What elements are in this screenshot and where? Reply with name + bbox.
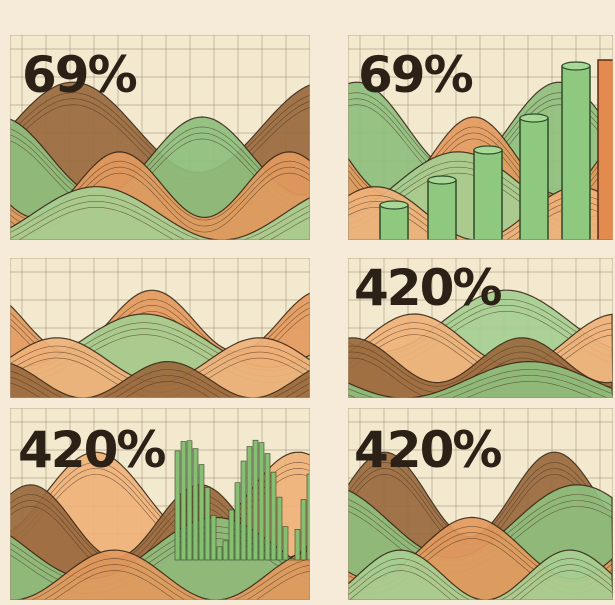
spike — [216, 546, 223, 561]
bar-top — [427, 175, 457, 185]
spike — [246, 446, 253, 561]
panel — [348, 408, 613, 600]
panel — [10, 35, 310, 240]
headline: 420% — [354, 259, 501, 317]
spike — [294, 529, 301, 561]
spike — [300, 499, 307, 561]
spike — [174, 450, 181, 561]
spike — [192, 448, 199, 561]
wave-line — [348, 570, 613, 600]
wave-line — [10, 195, 310, 240]
spike — [204, 487, 211, 561]
panels — [10, 35, 613, 600]
bar-top — [519, 113, 549, 123]
wave-line — [348, 558, 613, 600]
wave-line — [10, 201, 310, 240]
wave-line — [17, 207, 310, 240]
wave-line — [10, 375, 310, 398]
spike — [258, 442, 265, 561]
spike — [240, 460, 247, 561]
headline: 420% — [354, 421, 501, 479]
panel — [10, 408, 310, 600]
panel — [348, 35, 613, 240]
spike — [276, 496, 283, 561]
headline: 69% — [22, 46, 137, 104]
headline: 420% — [18, 421, 165, 479]
wave-line — [30, 558, 310, 600]
spike — [234, 482, 241, 561]
bar — [597, 59, 613, 240]
wave — [10, 186, 310, 240]
spike — [252, 439, 259, 561]
spike — [222, 540, 229, 561]
wave — [10, 360, 310, 398]
bar-top — [561, 61, 591, 71]
panel — [10, 258, 310, 398]
spike — [228, 509, 235, 561]
wave-line — [348, 369, 613, 398]
wave-line — [348, 375, 609, 398]
wave-line — [348, 564, 613, 600]
bar — [519, 117, 549, 240]
spike — [282, 526, 289, 561]
bar-top — [379, 200, 409, 210]
bar — [427, 179, 457, 240]
spike — [198, 464, 205, 561]
bar — [561, 65, 591, 240]
wave-line — [43, 564, 310, 600]
bar — [473, 149, 503, 240]
wave-line — [52, 570, 310, 600]
wave-line — [348, 322, 613, 371]
wave — [10, 549, 310, 600]
panel — [348, 258, 613, 398]
spike — [264, 453, 271, 561]
bar — [379, 204, 409, 240]
spike — [270, 471, 277, 561]
spike — [288, 558, 295, 561]
spike — [210, 515, 217, 561]
bar-top — [473, 145, 503, 155]
wave-line — [10, 381, 310, 398]
spike — [180, 441, 187, 561]
headline: 69% — [358, 46, 473, 104]
wave-line — [465, 381, 594, 398]
wave-line — [10, 369, 310, 398]
spike — [186, 440, 193, 561]
wave-line — [10, 357, 310, 398]
